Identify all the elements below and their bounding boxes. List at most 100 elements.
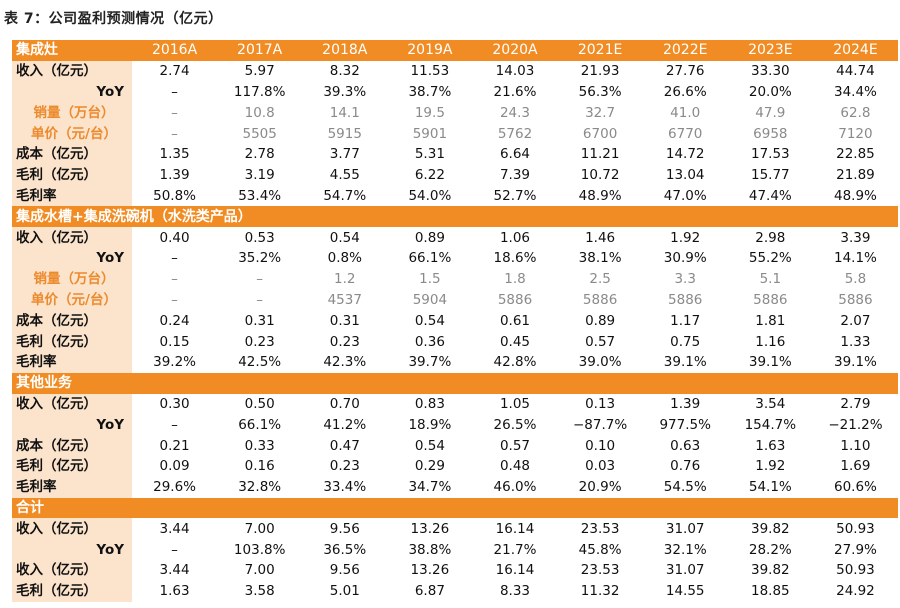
row-label: 毛利（亿元） — [12, 331, 132, 352]
table-cell: 0.89 — [414, 229, 445, 246]
table-cell: 5.01 — [329, 583, 360, 600]
table-cell: 21.93 — [580, 63, 620, 80]
year-header: 2023E — [727, 40, 813, 61]
row-label: 单价（元/台） — [12, 289, 132, 311]
table-cell: 0.30 — [159, 395, 190, 412]
table-cell: 11.21 — [580, 146, 620, 163]
section-header-row: 合计 — [12, 497, 898, 519]
table-cell: 6.87 — [414, 583, 445, 600]
table-cell: 16.14 — [495, 562, 535, 579]
table-cell: 7120 — [838, 125, 873, 142]
table-cell: 1.81 — [755, 312, 786, 329]
table-cell: 2.78 — [244, 146, 275, 163]
table-cell: 5.97 — [244, 63, 275, 80]
table-cell: 28.2% — [748, 541, 792, 558]
table-title: 表 7：公司盈利预测情况（亿元） — [4, 11, 223, 27]
table-cell: 42.3% — [323, 354, 367, 371]
table-cell: 3.39 — [840, 229, 871, 246]
table-cell: 14.72 — [665, 146, 705, 163]
table-row: 毛利（亿元） 1.39 3.19 4.55 6.22 7.39 10.72 13.04 15.7… — [12, 164, 898, 186]
table-cell: 3.58 — [244, 583, 275, 600]
table-cell: 0.54 — [329, 229, 360, 246]
table-cell: 52.7% — [493, 187, 537, 204]
table-row: 收入（亿元） 0.40 0.53 0.54 0.89 1.06 1.46 1.92 2.98 3.… — [12, 227, 898, 248]
table-cell: 21.6% — [493, 83, 537, 100]
table-cell: 26.5% — [493, 416, 537, 433]
table-row: YoY – 35.2% 0.8% 66.1% 18.6% 38.1% 30.9% 55.2% 14… — [12, 247, 898, 269]
table-cell: 50.93 — [836, 562, 875, 579]
row-label: 收入（亿元） — [12, 518, 132, 540]
table-cell: 0.89 — [585, 312, 616, 329]
table-cell: 0.23 — [329, 333, 360, 350]
table-cell: 46.0% — [493, 479, 537, 496]
table-cell: 1.33 — [840, 333, 871, 350]
table-cell: 10.72 — [580, 167, 620, 184]
table-cell: 3.3 — [674, 271, 696, 288]
header-row: 集成灶 2016A 2017A 2018A 2019A 2020A 2021E … — [12, 40, 898, 61]
table-cell: 54.1% — [748, 479, 792, 496]
table-cell: 5886 — [838, 291, 873, 308]
table-row: 成本（亿元） 0.21 0.33 0.47 0.54 0.57 0.10 0.63 1.63 1.… — [12, 435, 898, 456]
table-row: 成本（亿元） 1.35 2.78 3.77 5.31 6.64 11.21 14.72 17.5… — [12, 143, 898, 165]
row-label: YoY — [12, 247, 132, 269]
table-cell: 13.26 — [410, 562, 450, 579]
table-cell: 0.13 — [585, 395, 616, 412]
table-cell: 0.75 — [670, 333, 701, 350]
table-cell: 5.1 — [759, 271, 782, 288]
table-cell: 23.53 — [580, 520, 620, 537]
table-cell: 0.47 — [329, 437, 360, 454]
table-cell: 14.1% — [833, 250, 877, 267]
table-cell: 0.63 — [670, 437, 701, 454]
table-cell: 13.26 — [410, 520, 450, 537]
table-cell: 29.6% — [153, 479, 196, 496]
table-cell: 2.79 — [840, 395, 871, 412]
table-cell: 17.53 — [750, 146, 790, 163]
table-cell: 0.53 — [244, 229, 275, 246]
section-title: 合计 — [12, 497, 898, 519]
year-header: 2017A — [217, 40, 303, 61]
table-cell: 977.5% — [659, 416, 711, 433]
table-cell: 47.9 — [755, 104, 786, 121]
table-cell: 0.36 — [414, 333, 445, 350]
table-cell: 5505 — [242, 125, 277, 142]
table-cell: 47.4% — [748, 187, 792, 204]
table-cell: 0.54 — [414, 437, 445, 454]
table-cell: 3.77 — [329, 146, 360, 163]
table-cell: 48.9% — [578, 187, 622, 204]
table-cell: 6770 — [668, 125, 703, 142]
table-cell: 7.00 — [244, 562, 275, 579]
table-cell: 62.8 — [840, 104, 871, 121]
table-cell: 31.07 — [665, 562, 705, 579]
table-cell: 13.04 — [665, 167, 705, 184]
table-cell: 50.8% — [153, 187, 196, 204]
table-cell: 18.9% — [408, 416, 452, 433]
table-cell: 0.15 — [159, 333, 190, 350]
table-cell: 33.30 — [750, 63, 790, 80]
table-cell: 5904 — [412, 291, 448, 308]
table-cell: 0.29 — [414, 458, 445, 475]
table-cell: 16.14 — [495, 520, 535, 537]
table-cell: 0.61 — [499, 312, 531, 329]
table-cell: 32.8% — [238, 479, 282, 496]
table-cell: 27.9% — [833, 541, 877, 558]
table-cell: 0.54 — [414, 312, 445, 329]
table-cell: 44.74 — [836, 63, 875, 80]
table-cell: 0.23 — [244, 333, 275, 350]
table-row: 收入（亿元） 3.44 7.00 9.56 13.26 16.14 23.53 31.07 39… — [12, 518, 898, 540]
table-cell: 26.6% — [663, 83, 707, 100]
table-row: 毛利（亿元） 1.63 3.58 5.01 6.87 8.33 11.32 14.55 18.8… — [12, 580, 898, 602]
table-cell: 32.7 — [585, 104, 616, 121]
table-cell: −21.2% — [828, 416, 883, 433]
table-cell: 39.0% — [578, 354, 622, 371]
table-cell: 35.2% — [238, 250, 282, 267]
table-cell: 39.2% — [153, 354, 196, 371]
table-cell: 0.57 — [585, 333, 616, 350]
table-cell: 0.50 — [244, 395, 275, 412]
table-cell: 2.07 — [840, 312, 871, 329]
table-cell: 60.6% — [833, 479, 877, 496]
table-cell: 4537 — [327, 291, 362, 308]
table-cell: 21.7% — [493, 541, 537, 558]
table-cell: 5886 — [582, 291, 618, 308]
table-cell: 39.82 — [750, 520, 790, 537]
row-label: 单价（元/台） — [12, 123, 132, 144]
